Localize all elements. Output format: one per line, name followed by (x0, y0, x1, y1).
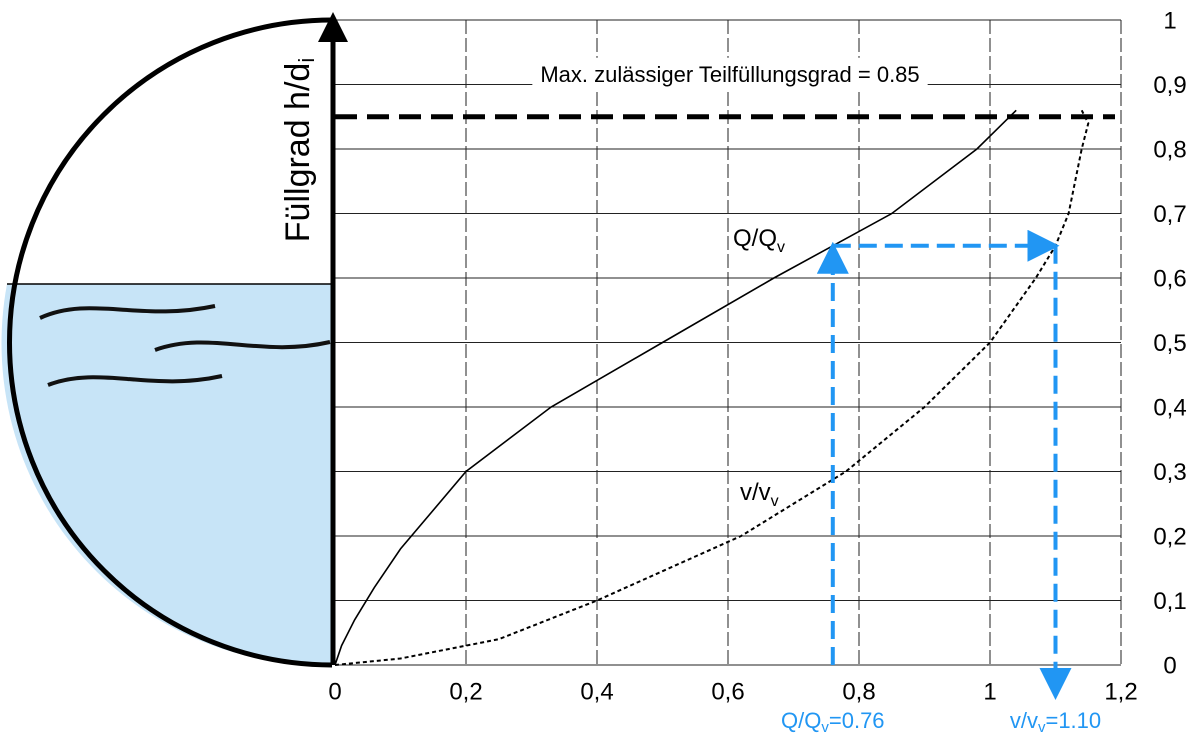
pipe-wall (7, 17, 333, 668)
series-label-text: Q/Q (733, 225, 777, 252)
water-fill (1, 284, 333, 666)
curve (334, 109, 1090, 666)
y-tick-label: 0,4 (1153, 394, 1186, 421)
y-axis-label: Füllgrad h/di (279, 58, 319, 242)
y-tick-label: 0,5 (1153, 330, 1186, 357)
x-tick-label: 1,2 (1104, 678, 1137, 705)
reading-label-text: Q/Q (781, 708, 821, 733)
y-tick-label: 0,3 (1153, 459, 1186, 486)
y-tick-label: 0,7 (1153, 201, 1186, 228)
y-axis-label-sub: i (294, 58, 319, 63)
x-tick-label: 0 (328, 678, 341, 705)
series-label: Q/Qv (733, 225, 785, 256)
curve (334, 109, 1017, 666)
y-axis-label-text: Füllgrad h/d (279, 63, 317, 243)
reading-label-sub: v (1038, 719, 1046, 736)
x-tick-label: 0,4 (580, 678, 613, 705)
series-label-sub: v (771, 493, 779, 510)
x-tick-label: 0,8 (842, 678, 875, 705)
y-tick-label: 1 (1163, 7, 1176, 34)
wave (154, 340, 331, 352)
reading-label: v/vv=1.10 (1010, 708, 1101, 736)
y-tick-label: 0,6 (1153, 265, 1186, 292)
x-tick-label: 0,2 (449, 678, 482, 705)
y-tick-label: 0,1 (1153, 588, 1186, 615)
wave (47, 374, 223, 387)
label-background (532, 57, 928, 91)
reading-label-value: =1.10 (1045, 708, 1101, 733)
max-fill-label: Max. zulässiger Teilfüllungsgrad = 0.85 (540, 62, 919, 87)
y-tick-label: 0,2 (1153, 523, 1186, 550)
curves (334, 109, 1115, 700)
grid (334, 19, 1122, 666)
labels: 0 0,1 0,2 0,3 0,4 0,5 0,6 0,7 0,8 0,9 1 0 0,2 0,4 0,6 0… (328, 7, 1186, 736)
x-tick-label: 1 (983, 678, 996, 705)
series-label: v/vv (740, 479, 779, 510)
pipe-illustration (1, 17, 335, 668)
y-tick-label: 0 (1163, 652, 1176, 679)
series-label-text: v/v (740, 479, 771, 506)
series-label-sub: v (777, 239, 785, 256)
reading-label-sub: v (821, 719, 829, 736)
reading-label-text: v/v (1010, 708, 1038, 733)
reading-label: Q/Qv=0.76 (781, 708, 885, 736)
x-tick-label: 0,6 (711, 678, 744, 705)
y-tick-label: 0,8 (1153, 136, 1186, 163)
y-tick-label: 0,9 (1153, 72, 1186, 99)
reading-label-value: =0.76 (829, 708, 885, 733)
wave (39, 304, 216, 320)
